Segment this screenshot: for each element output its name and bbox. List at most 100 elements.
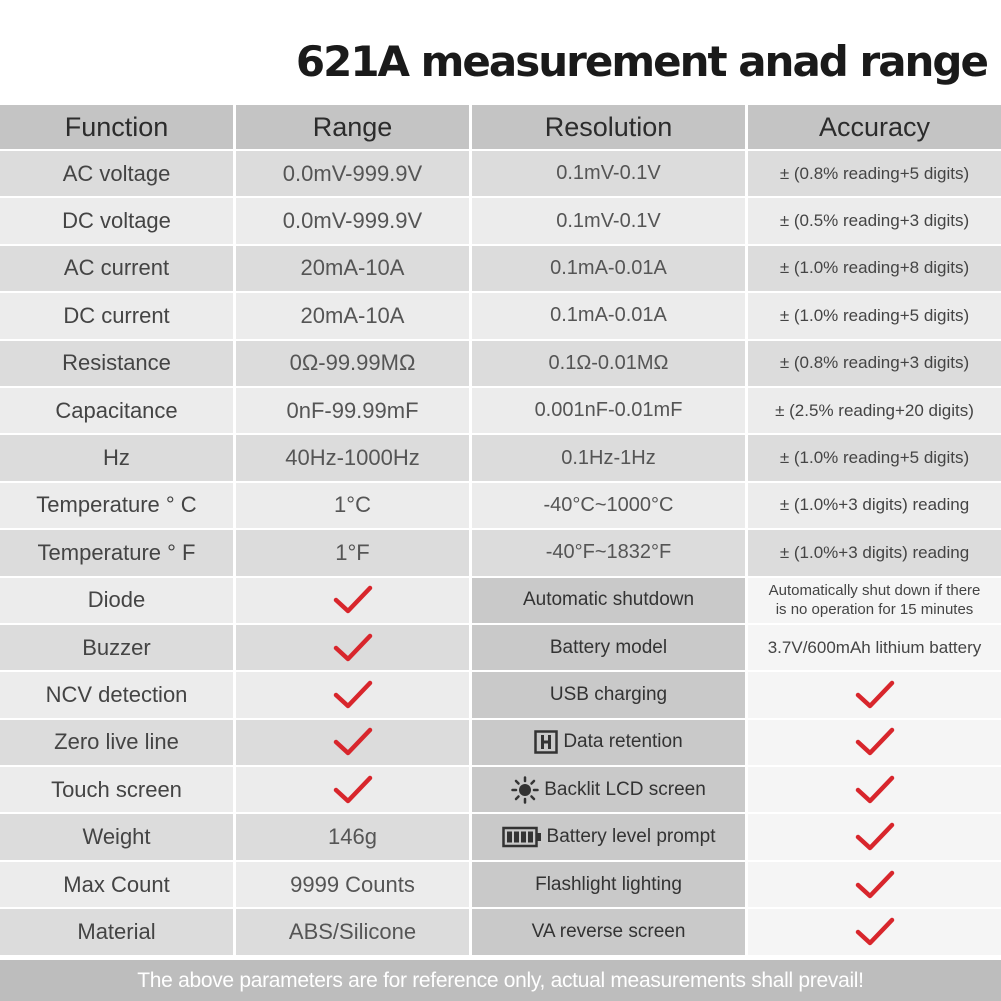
table-row: Temperature ° F 1°F -40°F~1832°F ± (1.0%… bbox=[0, 530, 1001, 578]
header-range: Range bbox=[236, 105, 469, 151]
checkmark-icon bbox=[855, 870, 894, 898]
supported-cell bbox=[748, 814, 1001, 862]
range-cell: 0nF-99.99mF bbox=[236, 387, 469, 436]
accuracy-cell: ± (1.0%+3 digits) reading bbox=[748, 482, 1001, 531]
function-cell: Capacitance bbox=[0, 387, 233, 436]
range-cell: 146g bbox=[236, 814, 469, 862]
checkmark-icon bbox=[855, 775, 894, 804]
feature-cell: Data retention bbox=[472, 719, 745, 768]
table-row: NCV detection USB charging bbox=[0, 672, 1001, 720]
accuracy-cell: ± (1.0%+3 digits) reading bbox=[748, 530, 1001, 578]
checkmark-icon bbox=[855, 680, 894, 709]
function-cell: DC current bbox=[0, 293, 233, 341]
checkmark-icon bbox=[855, 917, 894, 946]
range-cell: 0.0mV-999.9V bbox=[236, 151, 469, 199]
battery-icon bbox=[501, 826, 542, 848]
function-cell: Zero live line bbox=[0, 719, 233, 768]
feature-value-cell: Automatically shut down if there is no op… bbox=[748, 577, 1001, 625]
function-cell: Buzzer bbox=[0, 624, 233, 673]
table-row: DC voltage 0.0mV-999.9V 0.1mV-0.1V ± (0.… bbox=[0, 198, 1001, 246]
feature-label: Backlit LCD screen bbox=[544, 778, 706, 800]
feature-label: Data retention bbox=[563, 731, 683, 753]
function-cell: Material bbox=[0, 909, 233, 957]
accuracy-cell: ± (1.0% reading+5 digits) bbox=[748, 435, 1001, 483]
range-cell: 20mA-10A bbox=[236, 245, 469, 294]
range-cell: ABS/Silicone bbox=[236, 909, 469, 957]
range-cell: 1°C bbox=[236, 482, 469, 531]
table-row: Zero live line Data retention bbox=[0, 719, 1001, 768]
checkmark-icon bbox=[855, 822, 894, 851]
page-title: 621A measurement anad range bbox=[295, 37, 989, 86]
function-cell: Hz bbox=[0, 435, 233, 483]
resolution-cell: 0.1mV-0.1V bbox=[472, 151, 745, 199]
checkmark-icon bbox=[333, 680, 372, 709]
accuracy-cell: ± (0.5% reading+3 digits) bbox=[748, 198, 1001, 246]
table-row: Weight 146g Battery level prompt bbox=[0, 814, 1001, 862]
checkmark-icon bbox=[333, 728, 372, 756]
table-row: Capacitance 0nF-99.99mF 0.001nF-0.01mF ±… bbox=[0, 387, 1001, 436]
range-cell: 20mA-10A bbox=[236, 293, 469, 341]
table-row: AC voltage 0.0mV-999.9V 0.1mV-0.1V ± (0.… bbox=[0, 151, 1001, 199]
feature-value-cell: 3.7V/600mAh lithium battery bbox=[748, 624, 1001, 673]
resolution-cell: 0.1mA-0.01A bbox=[472, 245, 745, 294]
supported-cell bbox=[748, 672, 1001, 720]
disclaimer-footer: The above parameters are for reference o… bbox=[0, 960, 1001, 1001]
feature-cell: Backlit LCD screen bbox=[472, 767, 745, 815]
table-row: Hz 40Hz-1000Hz 0.1Hz-1Hz ± (1.0% reading… bbox=[0, 435, 1001, 483]
supported-cell bbox=[236, 767, 469, 815]
table-row: Temperature ° C 1°C -40°C~1000°C ± (1.0%… bbox=[0, 482, 1001, 531]
feature-cell: VA reverse screen bbox=[472, 909, 745, 957]
resolution-cell: 0.1mA-0.01A bbox=[472, 293, 745, 341]
feature-cell: Battery model bbox=[472, 624, 745, 673]
range-cell: 0Ω-99.99MΩ bbox=[236, 340, 469, 388]
resolution-cell: 0.001nF-0.01mF bbox=[472, 387, 745, 436]
range-cell: 0.0mV-999.9V bbox=[236, 198, 469, 246]
supported-cell bbox=[236, 719, 469, 768]
feature-value-line: is no operation for 15 minutes bbox=[775, 601, 974, 619]
header-accuracy: Accuracy bbox=[748, 105, 1001, 151]
function-cell: Temperature ° F bbox=[0, 530, 233, 578]
range-cell: 1°F bbox=[236, 530, 469, 578]
checkmark-icon bbox=[333, 633, 372, 661]
table-row: Touch screen Backlit LCD screen bbox=[0, 767, 1001, 815]
table-row: AC current 20mA-10A 0.1mA-0.01A ± (1.0% … bbox=[0, 245, 1001, 294]
supported-cell bbox=[748, 909, 1001, 957]
feature-cell: Battery level prompt bbox=[472, 814, 745, 862]
checkmark-icon bbox=[855, 728, 894, 756]
resolution-cell: 0.1Hz-1Hz bbox=[472, 435, 745, 483]
feature-label: Battery level prompt bbox=[546, 826, 716, 848]
supported-cell bbox=[236, 672, 469, 720]
function-cell: NCV detection bbox=[0, 672, 233, 720]
accuracy-cell: ± (1.0% reading+5 digits) bbox=[748, 293, 1001, 341]
function-cell: AC current bbox=[0, 245, 233, 294]
resolution-cell: -40°C~1000°C bbox=[472, 482, 745, 531]
hold-h-icon bbox=[534, 730, 559, 755]
spec-table: Function Range Resolution Accuracy AC vo… bbox=[0, 105, 1001, 957]
supported-cell bbox=[748, 719, 1001, 768]
sun-icon bbox=[511, 776, 539, 804]
function-cell: Weight bbox=[0, 814, 233, 862]
resolution-cell: -40°F~1832°F bbox=[472, 530, 745, 578]
accuracy-cell: ± (0.8% reading+3 digits) bbox=[748, 340, 1001, 388]
accuracy-cell: ± (1.0% reading+8 digits) bbox=[748, 245, 1001, 294]
feature-cell: Automatic shutdown bbox=[472, 577, 745, 625]
function-cell: DC voltage bbox=[0, 198, 233, 246]
accuracy-cell: ± (0.8% reading+5 digits) bbox=[748, 151, 1001, 199]
header-resolution: Resolution bbox=[472, 105, 745, 151]
table-row: DC current 20mA-10A 0.1mA-0.01A ± (1.0% … bbox=[0, 293, 1001, 341]
accuracy-cell: ± (2.5% reading+20 digits) bbox=[748, 387, 1001, 436]
table-header: Function Range Resolution Accuracy bbox=[0, 105, 1001, 151]
table-row: Max Count 9999 Counts Flashlight lightin… bbox=[0, 861, 1001, 910]
function-cell: Max Count bbox=[0, 861, 233, 910]
header-function: Function bbox=[0, 105, 233, 151]
function-cell: AC voltage bbox=[0, 151, 233, 199]
checkmark-icon bbox=[333, 585, 372, 614]
function-cell: Resistance bbox=[0, 340, 233, 388]
table-row: Resistance 0Ω-99.99MΩ 0.1Ω-0.01MΩ ± (0.8… bbox=[0, 340, 1001, 388]
range-cell: 9999 Counts bbox=[236, 861, 469, 910]
supported-cell bbox=[748, 767, 1001, 815]
feature-cell: Flashlight lighting bbox=[472, 861, 745, 910]
supported-cell bbox=[748, 861, 1001, 910]
checkmark-icon bbox=[333, 775, 372, 804]
supported-cell bbox=[236, 624, 469, 673]
